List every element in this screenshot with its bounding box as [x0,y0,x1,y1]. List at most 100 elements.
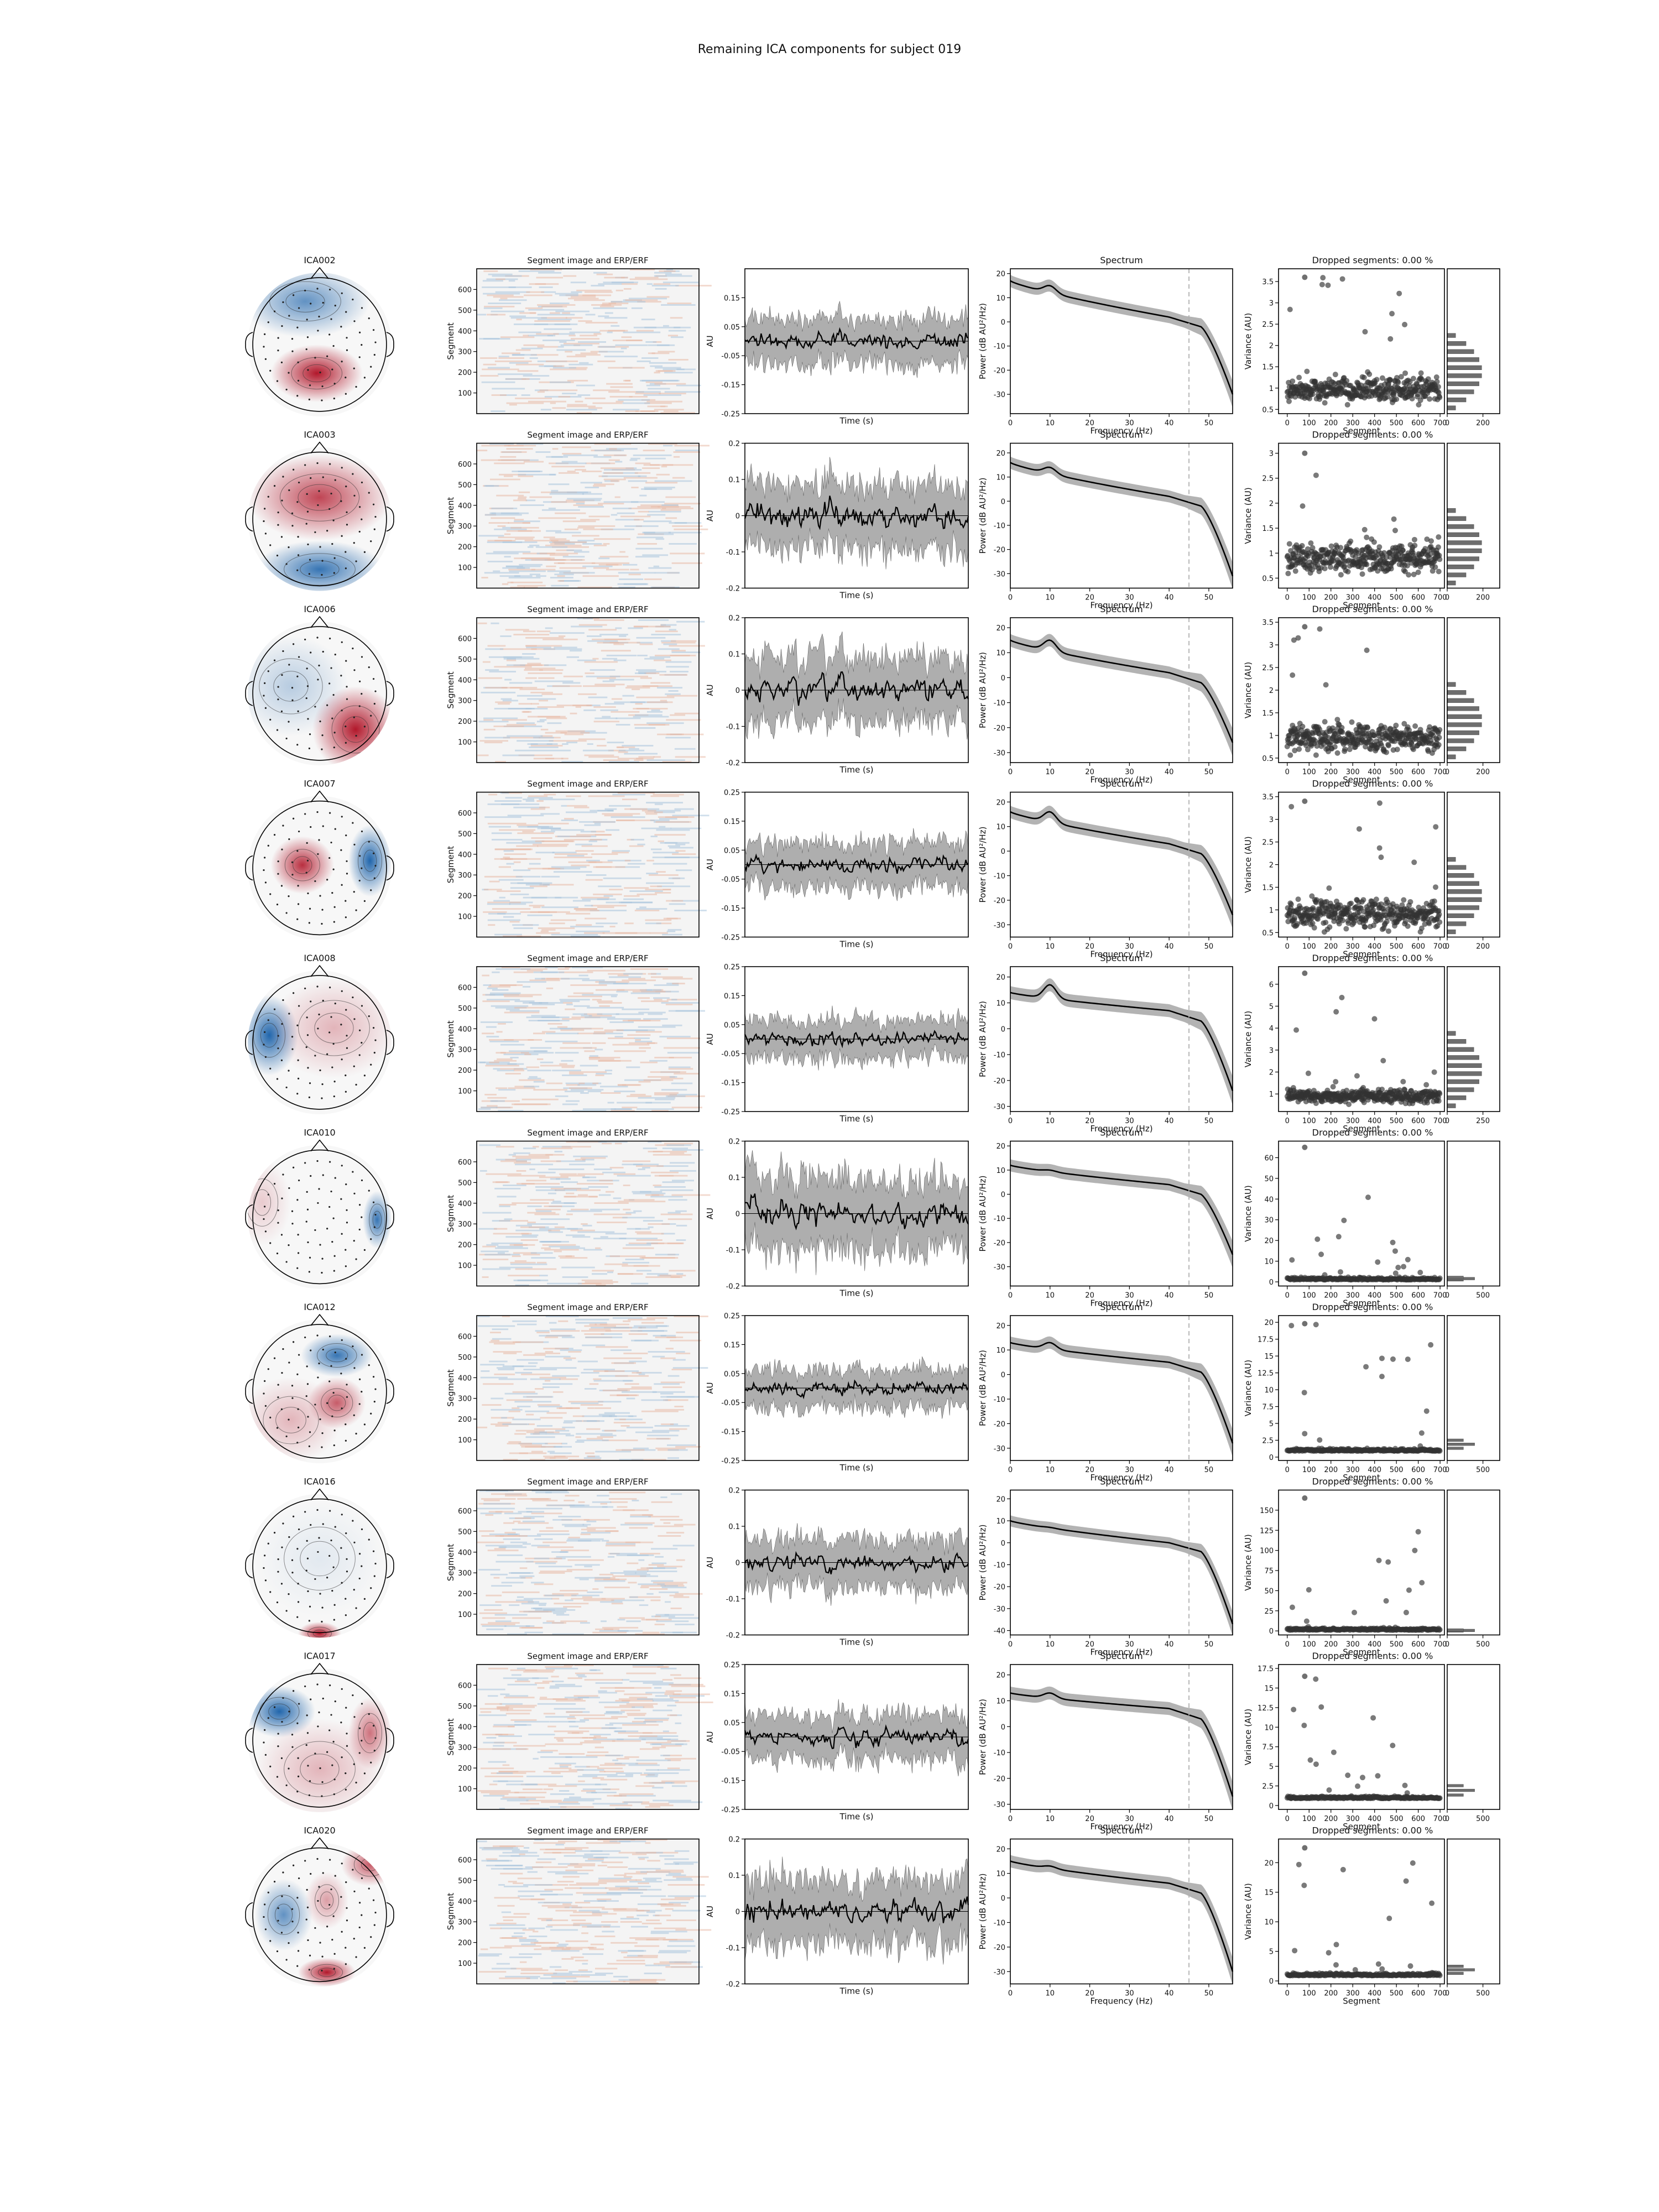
electrode [345,916,347,919]
segment-image-stripe [484,572,519,574]
electrode [358,530,361,533]
segment-image-stripe [628,507,666,509]
variance-x-tick-label: 400 [1368,419,1381,427]
segment-image-stripe [642,467,660,469]
segment-image-stripe [638,510,649,513]
erp-ylabel: AU [705,510,715,521]
variance-point [1361,526,1368,533]
segment-image-stripe [540,1065,575,1067]
electrode [282,301,284,304]
variance-y-tick-label: 1.5 [1262,709,1274,718]
electrode [291,687,294,689]
variance-point [1305,546,1311,552]
spectrum-mean-line [1010,462,1234,577]
segment-image-stripe [676,1273,684,1275]
segment-image-stripe [500,635,512,637]
variance-point [1371,1016,1378,1022]
histogram-bar [1447,397,1467,403]
segment-image-stripe [494,360,532,362]
erp-y-tick-label: 0.2 [728,614,740,623]
variance-point [1424,536,1430,542]
segment-image-stripe [491,1242,523,1244]
segment-image-stripe [628,627,643,629]
segment-image-stripe [608,749,626,752]
electrode [291,1210,294,1212]
segment-image-stripe [653,565,660,567]
segment-image-stripe [635,410,659,413]
histogram-bar [1447,341,1467,346]
segment-y-tick-label: 400 [458,1200,472,1208]
erp-xlabel: Time (s) [839,1114,874,1124]
spectrum-y-tick-label: -30 [994,1264,1005,1272]
spectrum-x-tick-label: 0 [1008,1292,1013,1300]
segment-image-stripe [534,680,573,682]
segment-image-stripe [505,1159,517,1161]
segment-image-stripe [594,443,632,445]
segment-image-stripe [487,561,513,562]
segment-image-stripe [615,461,623,463]
histogram-bar [1447,548,1482,554]
variance-point [1410,375,1416,382]
electrode [321,734,324,737]
segment-image-stripe [539,1002,549,1004]
variance-point [1303,729,1309,735]
segment-image-stripe [525,677,537,679]
component-row-ica008: ICA008 Segment image and ERP/ERF100200300… [245,953,1500,1134]
segment-image-stripe [567,805,588,807]
electrode [306,1191,308,1193]
segment-image-stripe [497,1252,505,1254]
segment-image-stripe [603,895,613,897]
segment-image-stripe [539,552,578,555]
electrode [328,682,331,685]
electrode [277,698,279,701]
segment-image-stripe [655,821,692,823]
segment-image-stripe [654,480,692,482]
variance-point [1299,542,1305,549]
segment-image-stripe [507,724,536,726]
electrode [321,748,323,750]
spectrum-y-tick-label: 20 [996,270,1005,279]
segment-image-stripe [541,1240,560,1243]
segment-image-stripe [521,840,545,842]
variance-y-tick-label: 5 [1269,1003,1274,1011]
segment-image-stripe [609,926,615,928]
electrode [345,834,347,837]
variance-xlabel: Segment [1343,426,1380,436]
segment-image-stripe [488,912,521,915]
segment-image-stripe [556,1178,571,1180]
segment-image-stripe [576,412,592,414]
segment-image-stripe [491,622,499,624]
segment-image-stripe [487,987,498,989]
segment-image-ylabel: Segment [446,1020,456,1058]
segment-image-stripe [596,1073,612,1075]
electrode [361,1216,363,1218]
electrode [345,1249,347,1251]
electrode [296,569,299,571]
erp-band [744,1005,969,1071]
segment-image-stripe [651,1171,679,1173]
electrode [269,893,272,895]
variance-point [1376,544,1383,550]
segment-image-stripe [656,871,666,873]
electrode [282,999,284,1001]
segment-image-stripe [649,362,677,364]
segment-image-stripe [566,656,580,658]
segment-image-stripe [625,1244,651,1246]
segment-image-stripe [635,1031,662,1033]
segment-image-stripe [507,735,543,737]
electrode [326,1053,328,1055]
segment-image-stripe [532,1003,555,1005]
variance-point [1385,928,1391,934]
spectrum-y-tick-label: 10 [996,1167,1005,1175]
variance-point [1354,1073,1360,1079]
segment-image-stripe [488,273,513,275]
segment-image-stripe [517,882,552,884]
segment-y-tick-label: 400 [458,851,472,859]
segment-image-stripe [627,863,645,865]
segment-image-stripe [666,666,689,668]
variance-point [1392,528,1398,534]
segment-image-stripe [551,466,585,468]
variance-point [1308,540,1314,546]
electrode [309,559,311,561]
segment-image-stripe [609,1255,646,1258]
